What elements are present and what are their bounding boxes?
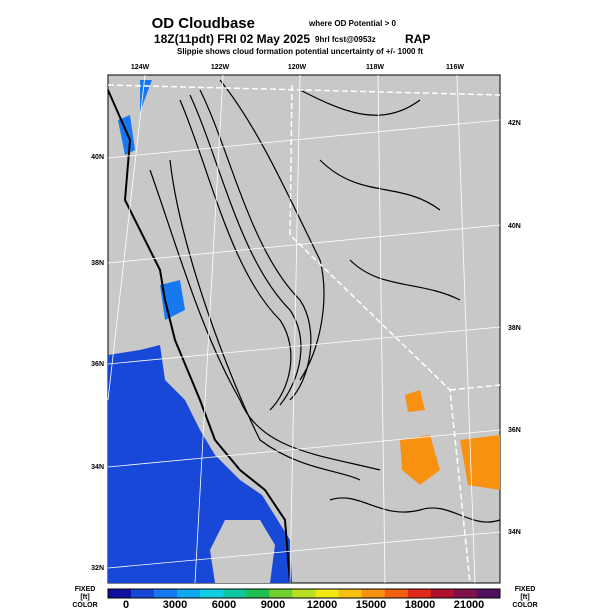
colorbar-segment bbox=[292, 589, 316, 598]
lat-label: 40N bbox=[91, 154, 104, 161]
colorbar-segment bbox=[154, 589, 178, 598]
colorbar-segment bbox=[246, 589, 270, 598]
subtitle: Slippie shows cloud formation potential … bbox=[177, 47, 423, 56]
colorbar-segment bbox=[131, 589, 155, 598]
lon-label: 122W bbox=[211, 64, 230, 71]
lon-label: 120W bbox=[288, 64, 307, 71]
colorbar-label: 21000 bbox=[454, 599, 485, 611]
colorbar-segment bbox=[361, 589, 386, 598]
gap bbox=[210, 520, 275, 583]
lat-label: 36N bbox=[91, 361, 104, 368]
blue-patch bbox=[118, 80, 185, 320]
colorbar-label: 6000 bbox=[212, 599, 236, 611]
colorbar-segment bbox=[476, 589, 501, 598]
colorbar-label: 9000 bbox=[261, 599, 285, 611]
colorbar-segment bbox=[430, 589, 455, 598]
state-borders bbox=[107, 84, 501, 584]
forecast: 9hrl fcst@0953z bbox=[315, 35, 376, 44]
unit-label: [ft] bbox=[520, 594, 529, 601]
colorbar-frame bbox=[107, 588, 501, 599]
color-label: COLOR bbox=[512, 602, 537, 609]
colorbar-label: 15000 bbox=[356, 599, 387, 611]
lat-label: 40N bbox=[508, 223, 521, 230]
lat-label: 38N bbox=[508, 325, 521, 332]
fixed-label: FIXED bbox=[75, 586, 96, 593]
color-label: COLOR bbox=[72, 602, 97, 609]
colorbar-label: 3000 bbox=[163, 599, 187, 611]
lon-label: 124W bbox=[131, 64, 150, 71]
lat-label: 34N bbox=[91, 464, 104, 471]
colorbar-segment bbox=[315, 589, 339, 598]
lat-label: 34N bbox=[508, 529, 521, 536]
colorbar-segment bbox=[384, 589, 409, 598]
colorbar-label: 12000 bbox=[307, 599, 338, 611]
contours bbox=[149, 79, 501, 523]
colorbar-label: 18000 bbox=[405, 599, 436, 611]
fixed-label: FIXED bbox=[515, 586, 536, 593]
lat-label: 38N bbox=[91, 260, 104, 267]
colorbar-segment bbox=[200, 589, 224, 598]
colorbar-segment bbox=[269, 589, 293, 598]
title: OD Cloudbase bbox=[152, 15, 255, 32]
valid-time: 18Z(11pdt) FRI 02 May 2025 bbox=[154, 32, 310, 46]
coastline bbox=[107, 89, 291, 584]
colorbar-segment bbox=[108, 589, 132, 598]
lat-label: 36N bbox=[508, 427, 521, 434]
colorbar-label: 0 bbox=[123, 599, 129, 611]
orange-patch bbox=[400, 390, 500, 490]
map bbox=[107, 74, 501, 584]
colorbar-segment bbox=[338, 589, 362, 598]
colorbar-segment bbox=[453, 589, 478, 598]
model: RAP bbox=[405, 32, 430, 46]
colorbar-segment bbox=[407, 589, 432, 598]
colorbar-segment bbox=[223, 589, 247, 598]
unit-label: [ft] bbox=[80, 594, 89, 601]
lat-label: 42N bbox=[508, 120, 521, 127]
lon-label: 116W bbox=[446, 64, 464, 71]
colorbar-segment bbox=[177, 589, 201, 598]
lon-label: 118W bbox=[366, 64, 384, 71]
graticule bbox=[107, 74, 501, 584]
lat-label: 32N bbox=[91, 565, 104, 572]
title-note: where OD Potential > 0 bbox=[308, 19, 396, 28]
